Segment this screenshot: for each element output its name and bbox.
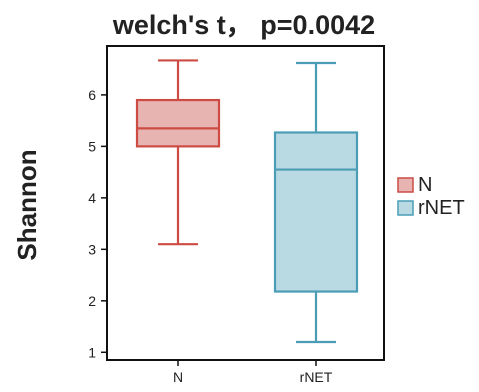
box-iqr [135,98,221,148]
y-axis-label: Shannon [12,149,42,260]
y-tick-label: 3 [88,241,96,257]
x-tick-label: N [173,369,183,385]
legend-swatch [397,177,414,193]
box-rnet [273,61,359,344]
y-axis-ticks: 1 2 3 4 5 6 [88,87,107,360]
plot-frame [106,45,385,361]
box-iqr [273,131,359,293]
legend-label: N [418,174,432,196]
y-tick-label: 6 [88,87,96,103]
legend-swatch [397,200,414,216]
chart-title: welch's t， p=0.0042 [112,10,375,40]
y-tick-label: 1 [88,344,96,360]
box-n [135,59,221,246]
y-tick-label: 4 [88,190,96,206]
box-series [135,59,359,344]
legend-label: rNET [418,197,465,219]
y-tick-label: 5 [88,138,96,154]
x-tick-label: rNET [300,369,333,385]
y-tick-label: 2 [88,293,96,309]
